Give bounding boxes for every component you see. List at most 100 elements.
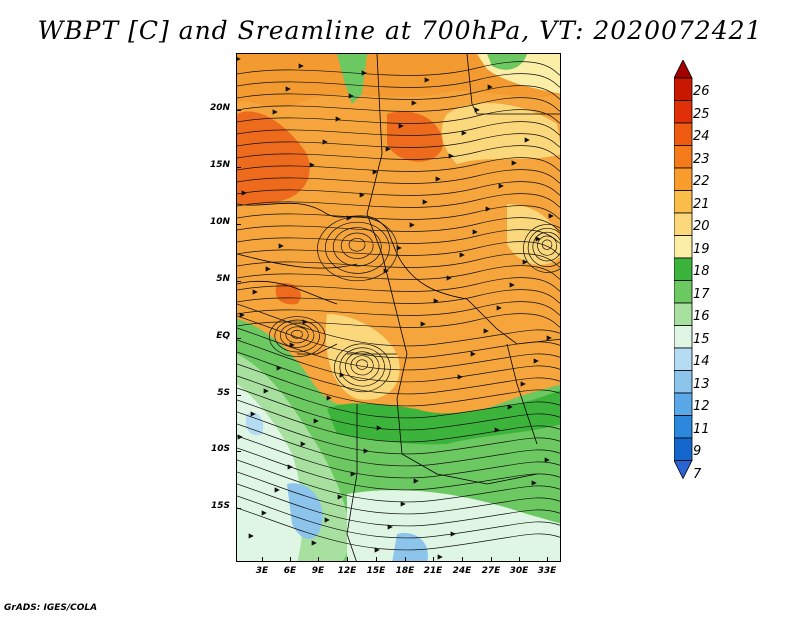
lon-label: 15E (366, 566, 386, 576)
streamline (523, 224, 560, 273)
lon-tick (462, 557, 463, 562)
streamline (237, 265, 560, 280)
streamline-arrow (285, 86, 291, 92)
lat-label: 15S (210, 501, 230, 511)
lat-label: EQ (216, 331, 230, 341)
streamline (279, 323, 315, 348)
streamline (237, 61, 560, 76)
colorbar-segment (674, 370, 693, 394)
streamline-arrow (548, 213, 554, 219)
streamline-arrow (272, 109, 278, 115)
colorbar-label: 26 (693, 84, 710, 100)
lat-label: 20N (209, 103, 230, 113)
lon-tick (491, 557, 492, 562)
colorbar-label: 22 (693, 174, 710, 190)
streamline-arrow (520, 381, 526, 387)
streamline-arrow (248, 533, 254, 539)
colorbar-segment (674, 100, 693, 124)
streamline-arrow (457, 374, 463, 380)
streamline (345, 351, 380, 381)
streamline-arrow (263, 388, 269, 394)
streamline (237, 375, 560, 419)
streamline (237, 313, 560, 328)
streamline (332, 227, 382, 267)
colorbar-label: 11 (693, 421, 710, 437)
lat-tick (236, 224, 241, 225)
streamline-arrow (302, 319, 308, 325)
colorbar-segment (674, 77, 693, 101)
colorbar-segment (674, 190, 693, 214)
colorbar-label: 23 (693, 151, 710, 167)
streamline (285, 326, 309, 344)
streamline (237, 495, 560, 539)
lon-tick (405, 557, 406, 562)
lon-label: 33E (537, 566, 557, 576)
streamline-arrow (252, 289, 258, 295)
lon-tick (290, 557, 291, 562)
streamline (237, 205, 560, 220)
streamline (237, 459, 560, 503)
streamline-arrow (372, 169, 378, 175)
streamline (237, 399, 560, 443)
streamline-arrow (496, 305, 502, 311)
streamline (237, 507, 560, 551)
lon-label: 9E (311, 566, 325, 576)
streamline (237, 85, 560, 100)
streamline (237, 157, 560, 172)
streamline (237, 241, 560, 256)
streamline (237, 315, 560, 359)
streamline-arrow (450, 531, 456, 537)
streamline (237, 363, 560, 407)
colorbar-segment (674, 145, 693, 169)
streamline (237, 97, 560, 112)
streamline (334, 343, 391, 393)
streamline (532, 231, 560, 262)
streamline-arrow (535, 236, 541, 242)
lat-label: 5N (216, 274, 230, 284)
colorbar-label: 19 (693, 241, 710, 257)
streamline (537, 235, 558, 256)
streamline-arrow (261, 510, 267, 516)
streamline-arrow (289, 342, 295, 348)
lon-tick (433, 557, 434, 562)
streamline-arrow (531, 480, 537, 486)
streamline-arrow (487, 84, 493, 90)
streamline-arrow (265, 266, 271, 272)
streamline-arrow (507, 404, 513, 410)
temperature-fill (237, 54, 560, 561)
streamline-arrow (348, 93, 354, 99)
colorbar-label: 17 (693, 286, 710, 302)
streamline (237, 109, 560, 124)
colorbar-segment (674, 212, 693, 236)
streamline-arrow (385, 146, 391, 152)
lat-label: 15N (209, 160, 230, 170)
lon-label: 21E (423, 566, 443, 576)
streamline-arrow (511, 160, 517, 166)
colorbar-min-arrow (674, 460, 693, 480)
streamline-arrow (409, 222, 415, 228)
streamline-arrow (437, 554, 443, 560)
streamline-arrow (376, 425, 382, 431)
lon-label: 3E (255, 566, 269, 576)
colorbar-segment (674, 347, 693, 371)
streamline-arrow (335, 116, 341, 122)
colorbar (674, 60, 693, 480)
colorbar-label: 14 (693, 354, 710, 370)
streamline (237, 277, 560, 292)
streamline (237, 253, 560, 268)
streamline (237, 217, 560, 232)
streamline (237, 387, 560, 431)
lat-label: 10S (210, 444, 230, 454)
streamline (291, 329, 303, 339)
streamline-arrow (424, 77, 430, 83)
lon-tick (347, 557, 348, 562)
colorbar-label: 25 (693, 106, 710, 122)
streamline-arrow (311, 540, 317, 546)
streamline (237, 327, 560, 371)
streamline (527, 227, 560, 268)
colorbar-label: 7 (693, 466, 702, 482)
streamline-arrow (326, 395, 332, 401)
streamline (340, 232, 374, 259)
streamline-arrow (461, 130, 467, 136)
lat-tick (236, 395, 241, 396)
